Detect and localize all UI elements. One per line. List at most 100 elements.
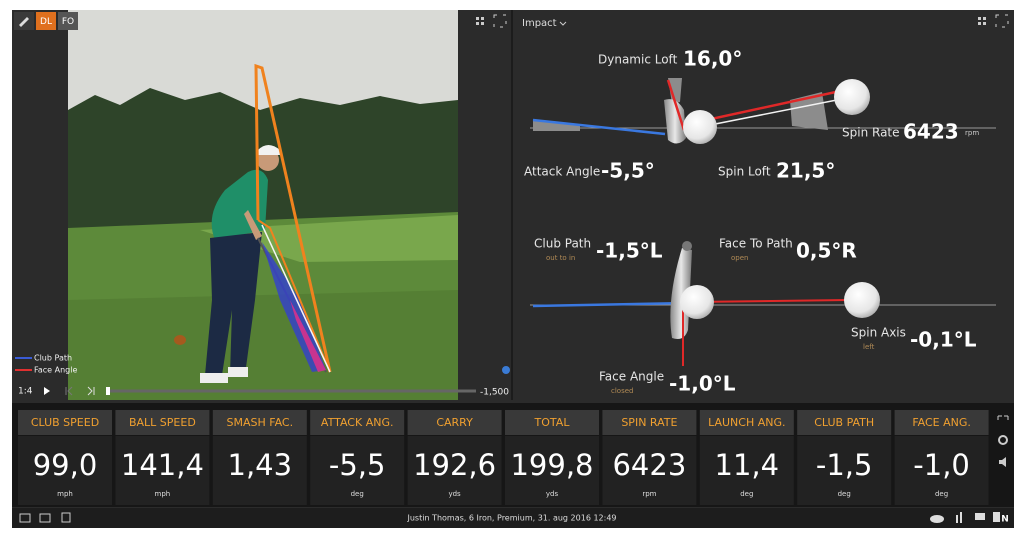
metric-name: Club Path bbox=[534, 237, 591, 251]
metric-unit: rpm bbox=[965, 129, 979, 137]
tile-label: CLUB SPEED bbox=[31, 416, 99, 429]
tile-body bbox=[505, 436, 599, 505]
video-frame bbox=[68, 10, 458, 400]
tile-unit: deg bbox=[351, 490, 364, 498]
tile-header bbox=[505, 410, 599, 435]
metric-note: open bbox=[731, 254, 748, 262]
progress-thumb[interactable] bbox=[106, 387, 110, 395]
playback-time: -1,500 bbox=[480, 388, 509, 398]
tile-value: 99,0 bbox=[33, 448, 98, 482]
tile-value: -1,0 bbox=[913, 448, 970, 482]
tile-unit: rpm bbox=[642, 490, 656, 498]
metric-value: -1,5°L bbox=[596, 239, 663, 263]
metric-name: Attack Angle bbox=[524, 165, 600, 179]
metric-value: 16,0° bbox=[683, 47, 742, 71]
view-dropdown: Impact bbox=[522, 18, 557, 29]
tile-label: ATTACK ANG. bbox=[321, 416, 394, 429]
tile-label: SMASH FAC. bbox=[227, 416, 294, 429]
fullscreen-icon[interactable] bbox=[995, 14, 1009, 28]
metric-value: 21,5° bbox=[776, 159, 835, 183]
launch-diagram bbox=[530, 78, 996, 144]
layout-icon bbox=[978, 17, 986, 25]
legend-label: Club Path bbox=[34, 354, 72, 363]
tile-unit: yds bbox=[546, 490, 559, 498]
tile-header bbox=[18, 410, 112, 435]
tile-label: LAUNCH ANG. bbox=[708, 416, 785, 429]
fullscreen-icon[interactable] bbox=[493, 14, 507, 28]
tile-body bbox=[18, 436, 112, 505]
tile-unit: deg bbox=[935, 490, 948, 498]
expand-icon[interactable] bbox=[997, 415, 1009, 420]
tile-value: 141,4 bbox=[121, 448, 204, 482]
metric-value: -1,0°L bbox=[669, 372, 736, 396]
tile-value: 199,8 bbox=[510, 448, 593, 482]
metric-name: Spin Loft bbox=[718, 165, 771, 179]
tile-header bbox=[115, 410, 210, 435]
tile-unit: deg bbox=[740, 490, 753, 498]
session-info: Justin Thomas, 6 Iron, Premium, 31. aug … bbox=[406, 514, 616, 523]
settings-icon[interactable] bbox=[998, 435, 1008, 445]
panel-divider bbox=[511, 10, 513, 400]
step-forward-icon[interactable] bbox=[87, 386, 95, 396]
tile-body bbox=[797, 436, 892, 505]
tile-label: TOTAL bbox=[534, 416, 571, 429]
tile-label: CLUB PATH bbox=[814, 416, 874, 429]
metric-name: Spin Rate bbox=[842, 126, 900, 140]
tile-header bbox=[699, 410, 794, 435]
toggle-button[interactable] bbox=[36, 12, 56, 30]
tile-label: FACE ANG. bbox=[912, 416, 971, 429]
tile-header bbox=[894, 410, 989, 435]
metric-name: Face Angle bbox=[599, 370, 664, 384]
tile-label: BALL SPEED bbox=[129, 416, 196, 429]
playback-speed: 1:4 bbox=[18, 387, 33, 397]
tile-body bbox=[115, 436, 210, 505]
legend-label: Face Angle bbox=[34, 366, 77, 375]
sound-icon[interactable] bbox=[999, 457, 1006, 467]
tile-value: -5,5 bbox=[329, 448, 386, 482]
play-icon[interactable] bbox=[44, 387, 50, 395]
metric-name: Dynamic Loft bbox=[598, 53, 678, 67]
metric-note: left bbox=[863, 343, 875, 351]
status-bar bbox=[12, 508, 1014, 528]
tile-body bbox=[310, 436, 405, 505]
units-button: N bbox=[1001, 515, 1009, 525]
info-icon[interactable] bbox=[502, 366, 510, 374]
metric-note: out to in bbox=[546, 254, 575, 262]
metric-note: closed bbox=[611, 387, 633, 395]
status-icons-left bbox=[19, 512, 71, 523]
toggle-button[interactable] bbox=[58, 12, 78, 30]
tile-header bbox=[212, 410, 307, 435]
tile-unit: mph bbox=[57, 490, 73, 498]
tile-value: 192,6 bbox=[413, 448, 496, 482]
tile-value: 11,4 bbox=[715, 448, 780, 482]
path-diagram bbox=[530, 241, 996, 366]
tile-body bbox=[407, 436, 502, 505]
tile-body bbox=[699, 436, 794, 505]
metric-value: 0,5°R bbox=[796, 239, 857, 263]
toggle-button-label: FO bbox=[62, 17, 74, 27]
tile-header bbox=[310, 410, 405, 435]
tile-value: 1,43 bbox=[228, 448, 293, 482]
pencil-icon bbox=[19, 17, 29, 27]
metric-name: Face To Path bbox=[719, 237, 793, 251]
metric-value: 6423 bbox=[903, 120, 959, 144]
tile-label: CARRY bbox=[436, 416, 473, 429]
tile-header bbox=[602, 410, 697, 435]
tile-body bbox=[212, 436, 307, 505]
dropdown-chevron bbox=[559, 21, 567, 26]
tile-value: 6423 bbox=[612, 448, 686, 482]
tile-body bbox=[602, 436, 697, 505]
layout-icon bbox=[476, 17, 484, 25]
toggle-button-label: DL bbox=[40, 17, 52, 27]
metric-name: Spin Axis bbox=[851, 326, 906, 340]
tile-value: -1,5 bbox=[816, 448, 873, 482]
metric-value: -0,1°L bbox=[910, 328, 977, 352]
metric-value: -5,5° bbox=[601, 159, 655, 183]
tile-unit: mph bbox=[155, 490, 171, 498]
tile-unit: deg bbox=[838, 490, 851, 498]
tile-unit: yds bbox=[448, 490, 461, 498]
step-back-icon[interactable] bbox=[65, 386, 73, 396]
tile-label: SPIN RATE bbox=[621, 416, 677, 429]
